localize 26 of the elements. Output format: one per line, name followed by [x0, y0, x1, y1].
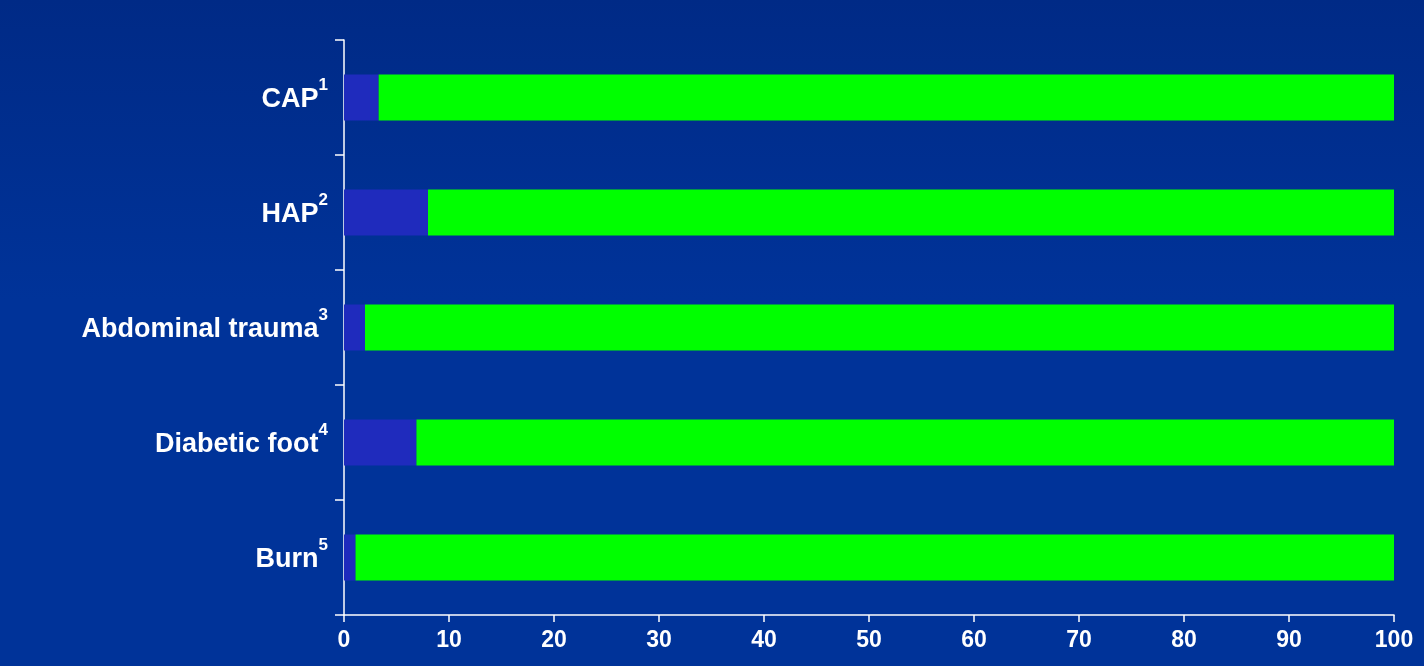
bar — [344, 419, 417, 466]
x-tick-label: 30 — [646, 625, 672, 652]
y-tick-label: HAP$^{2}$ — [261, 190, 328, 229]
bar — [344, 74, 379, 121]
bar — [344, 189, 428, 236]
bar — [365, 304, 1394, 351]
bar — [378, 74, 1394, 121]
bar — [355, 534, 1394, 581]
x-tick-label: 20 — [541, 625, 567, 652]
x-tick-label: 70 — [1066, 625, 1092, 652]
y-tick-label: Abdominal trauma$^{3}$ — [81, 305, 328, 344]
x-tick-label: 80 — [1171, 625, 1197, 652]
x-tick-label: 60 — [961, 625, 987, 652]
y-tick-label: Burn$^{5}$ — [255, 535, 328, 574]
x-tick-label: 50 — [856, 625, 882, 652]
bar — [428, 189, 1394, 236]
bar — [416, 419, 1394, 466]
x-tick-label: 100 — [1374, 625, 1414, 652]
bar — [344, 304, 365, 351]
x-tick-label: 90 — [1276, 625, 1302, 652]
y-tick-label: CAP$^{1}$ — [261, 75, 328, 114]
bar — [344, 534, 356, 581]
x-tick-label: 40 — [751, 625, 777, 652]
x-tick-label: 10 — [436, 625, 462, 652]
x-tick-label: 0 — [337, 625, 351, 652]
y-tick-label: Diabetic foot$^{4}$ — [155, 420, 328, 459]
